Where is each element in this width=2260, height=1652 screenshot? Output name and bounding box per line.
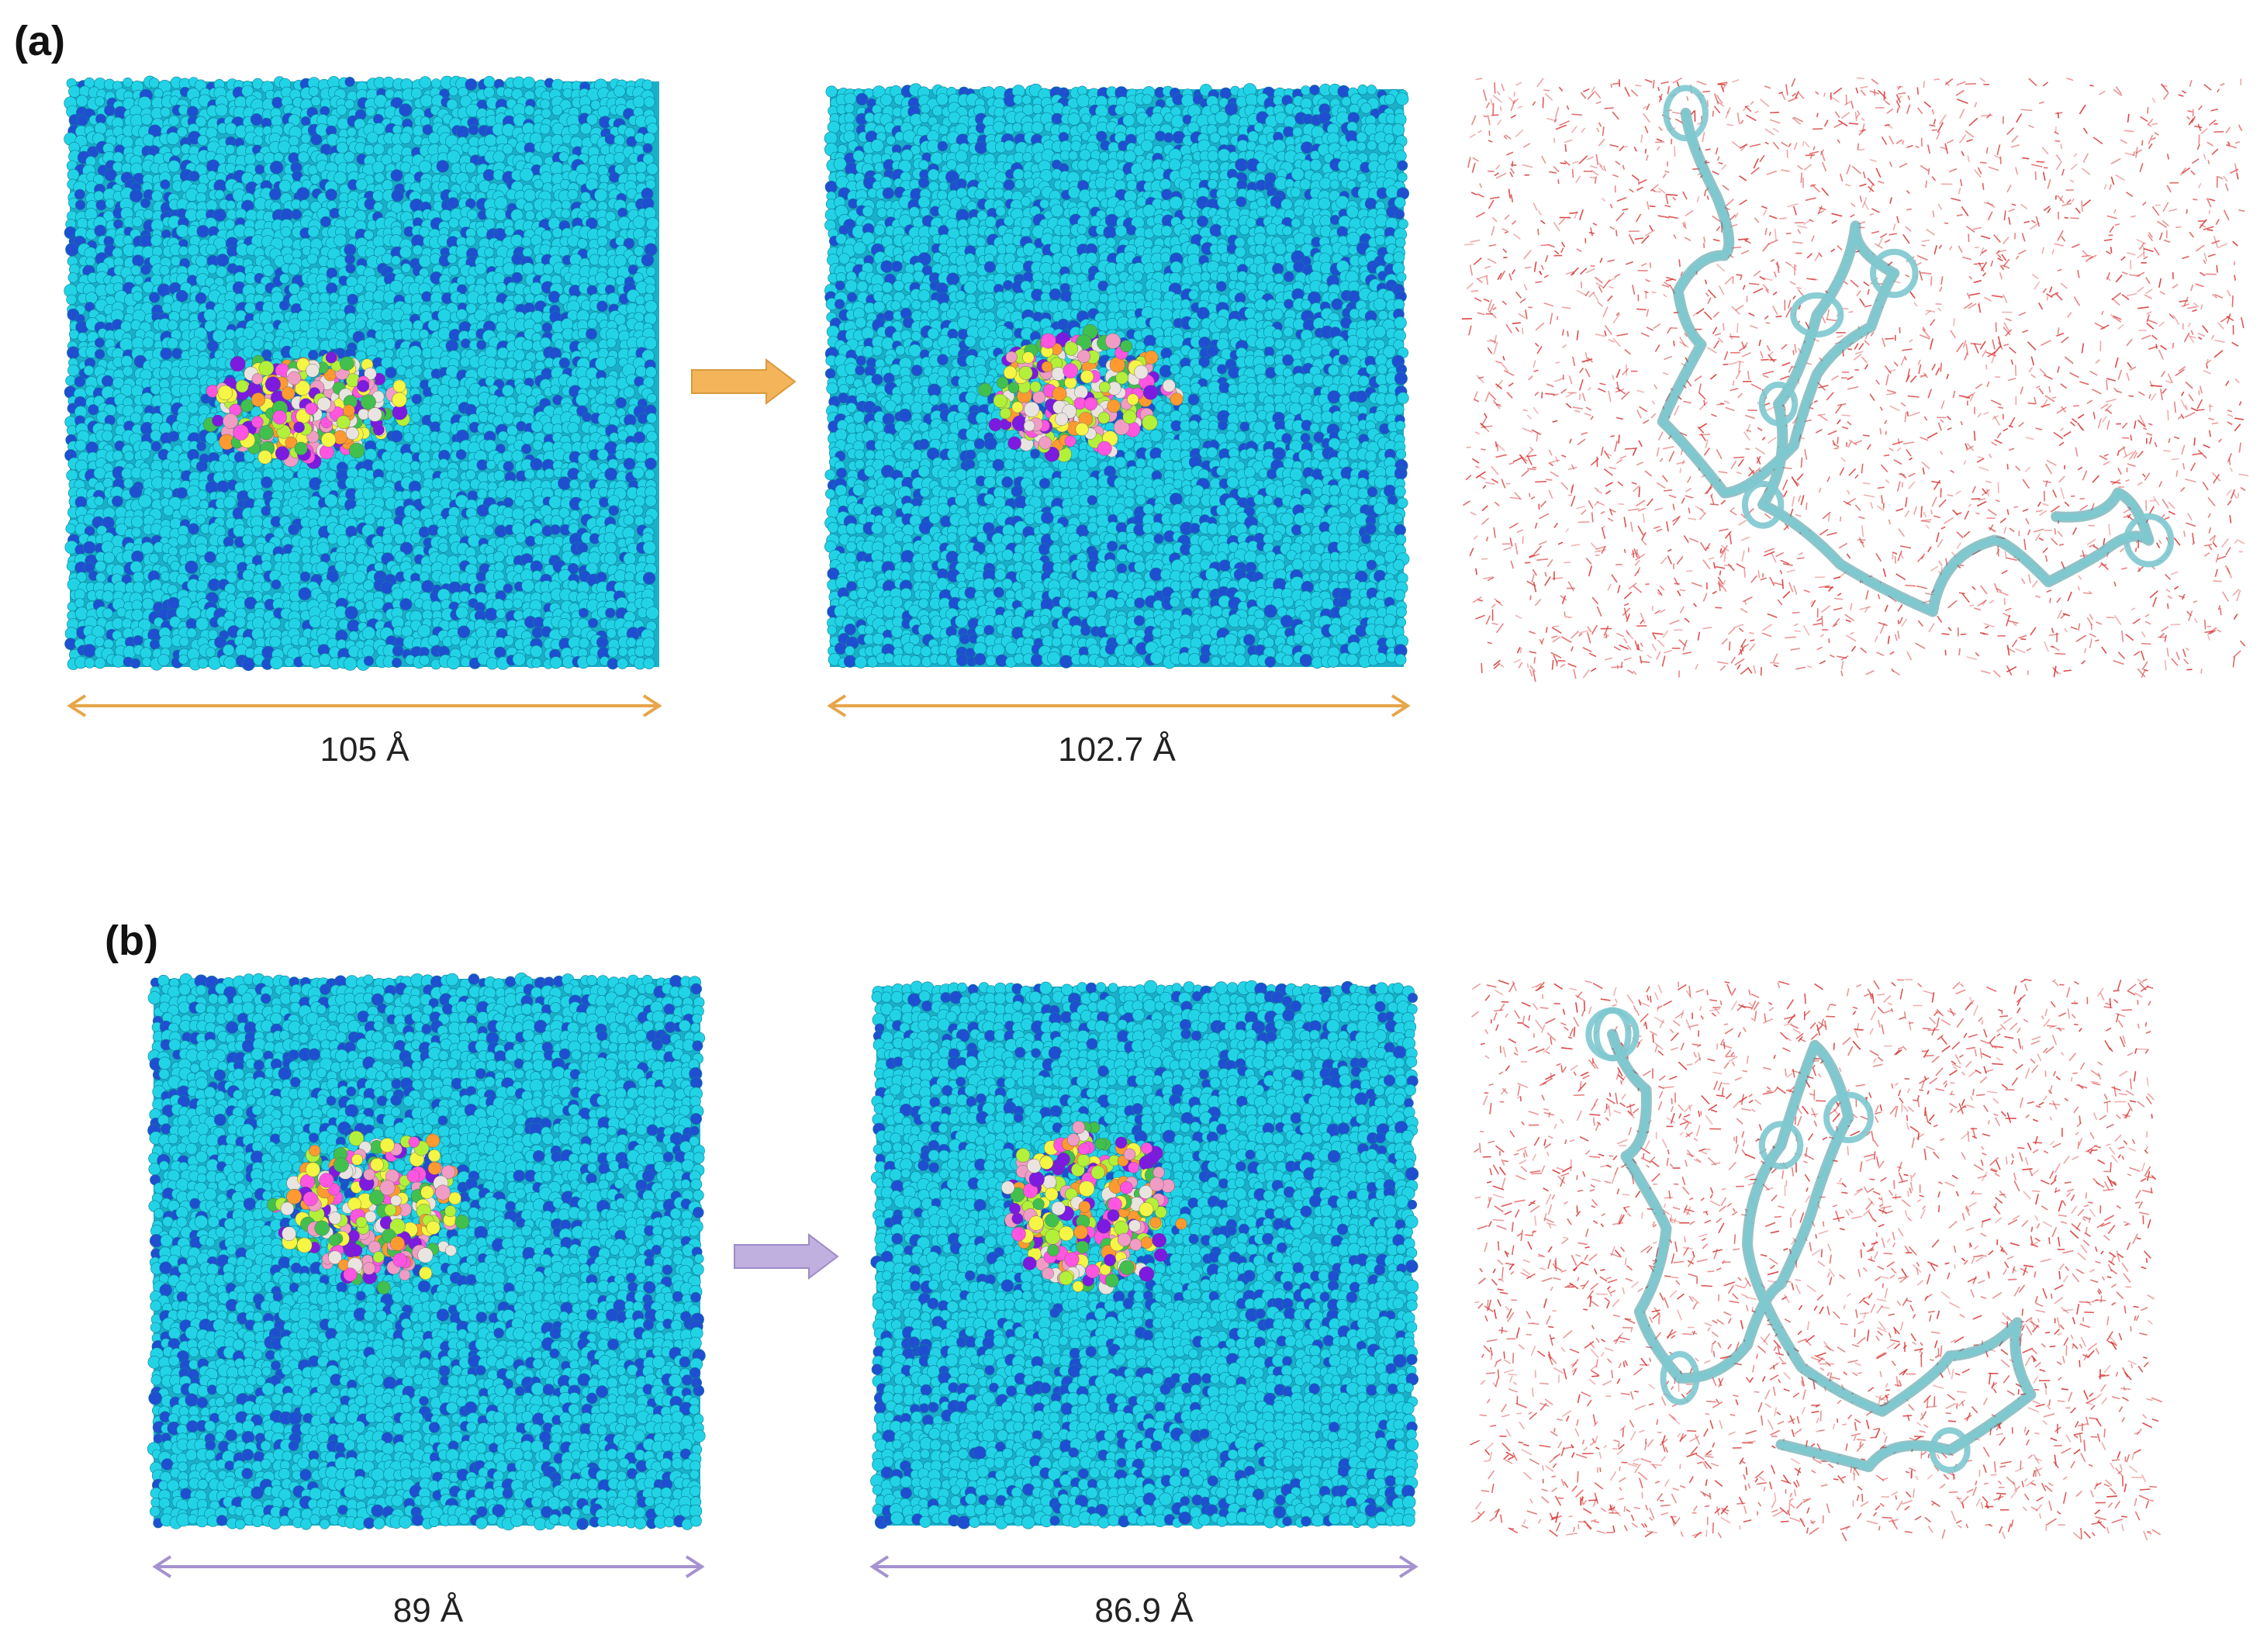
protein-in-water-b — [1470, 978, 2162, 1542]
right-arrow-icon — [691, 358, 797, 406]
solvent-box-b-initial — [147, 973, 706, 1531]
width-label-b-initial: 89 Å — [273, 1592, 583, 1630]
double-headed-arrow-icon — [152, 1555, 705, 1578]
panel-label-b: (b) — [105, 917, 158, 965]
solvent-box-a-initial — [64, 75, 659, 672]
protein-in-water-a — [1461, 77, 2249, 683]
right-arrow-icon — [734, 1232, 839, 1280]
width-label-b-final: 86.9 Å — [989, 1592, 1299, 1630]
double-headed-arrow-icon — [827, 694, 1411, 717]
solvent-box-a-final — [824, 83, 1410, 669]
width-label-a-final: 102.7 Å — [962, 731, 1272, 769]
width-label-a-initial: 105 Å — [209, 731, 520, 769]
double-headed-arrow-icon — [67, 694, 662, 717]
solvent-box-b-final — [870, 980, 1419, 1529]
panel-label-a: (a) — [14, 17, 65, 65]
double-headed-arrow-icon — [869, 1555, 1419, 1578]
